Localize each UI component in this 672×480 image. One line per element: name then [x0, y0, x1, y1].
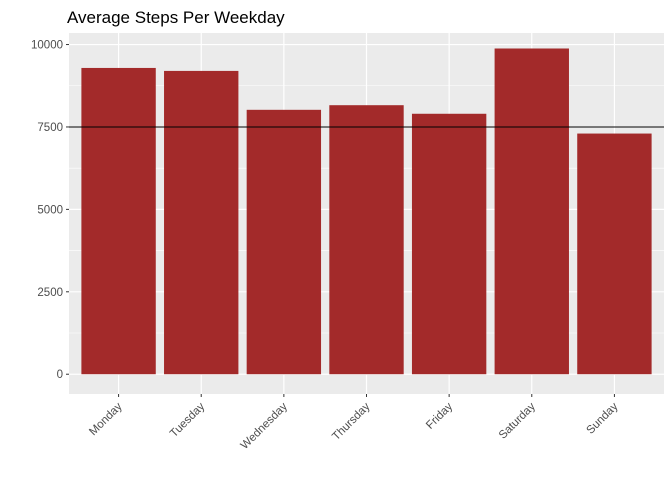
bar-friday	[411, 113, 487, 375]
x-axis: Monday Tuesday Wednesday Thursday Friday Satu…	[87, 394, 621, 452]
bars	[81, 48, 652, 375]
y-tick-label: 7500	[37, 122, 63, 134]
x-tick-label: Thursday	[330, 400, 373, 443]
y-axis: 0 2500 5000 7500 10000	[31, 40, 69, 381]
x-tick-label: Wednesday	[239, 400, 290, 451]
bar-tuesday	[164, 70, 239, 375]
bar-thursday	[329, 105, 404, 375]
y-tick-label: 10000	[31, 40, 63, 52]
y-tick-label: 5000	[37, 204, 63, 216]
x-tick-label: Saturday	[497, 400, 538, 441]
y-tick-label: 0	[57, 369, 63, 381]
y-tick-label: 2500	[37, 287, 63, 299]
x-tick-label: Tuesday	[168, 400, 208, 440]
x-tick-label: Friday	[424, 400, 455, 431]
x-tick-label: Monday	[87, 400, 125, 438]
chart-title: Average Steps Per Weekday	[67, 8, 285, 27]
bar-wednesday	[246, 109, 322, 375]
bar-monday	[81, 67, 156, 375]
bar-sunday	[577, 133, 652, 375]
bar-saturday	[494, 48, 569, 375]
x-tick-label: Sunday	[584, 400, 620, 436]
